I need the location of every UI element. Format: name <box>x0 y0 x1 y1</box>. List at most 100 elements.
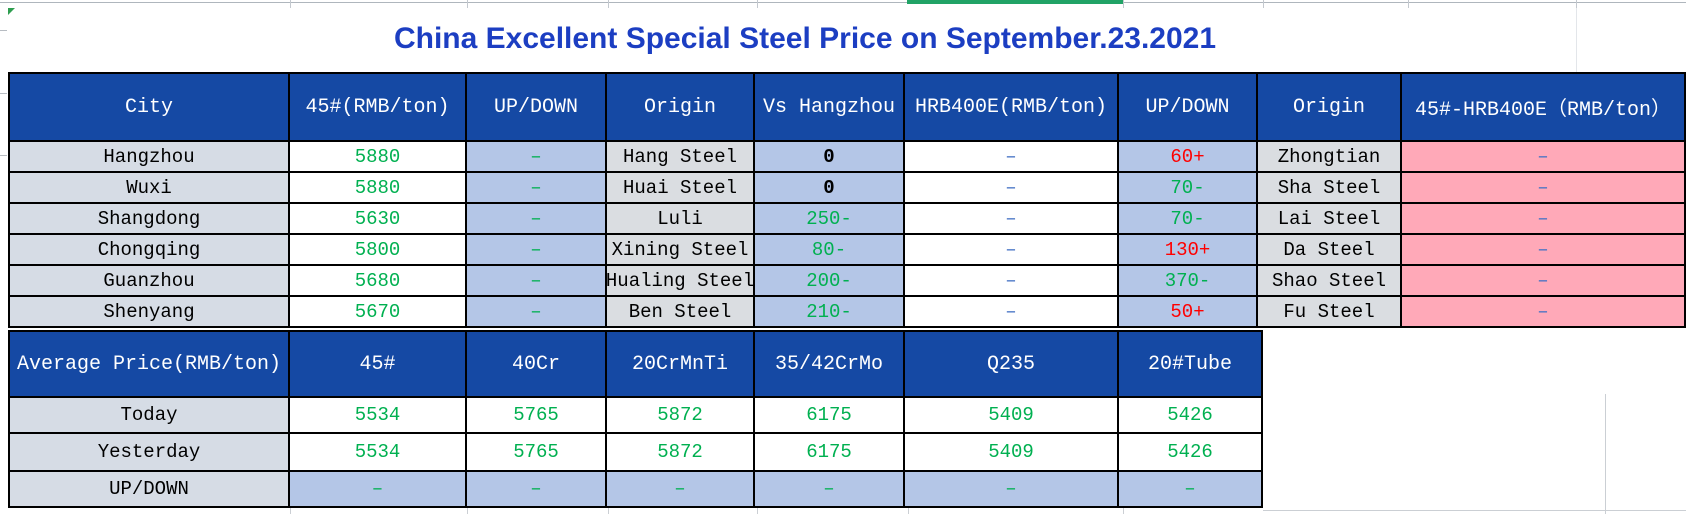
cell-origin[interactable]: Huai Steel <box>607 173 753 202</box>
cell-origin-hrb[interactable]: Zhongtian <box>1258 142 1400 171</box>
column-gridline-stub <box>1576 0 1577 8</box>
cell-45-minus-hrb400e[interactable]: – <box>1402 173 1684 202</box>
cell-avg-value[interactable]: 5534 <box>290 434 465 470</box>
cell-avg-value[interactable]: 5872 <box>607 398 753 432</box>
cell-city[interactable]: Wuxi <box>10 173 288 202</box>
cell-vs-hangzhou[interactable]: 0 <box>755 142 903 171</box>
cell-origin[interactable]: Xining Steel <box>607 235 753 264</box>
cell-origin-hrb[interactable]: Shao Steel <box>1258 266 1400 295</box>
cell-avg-value[interactable]: 5534 <box>290 398 465 432</box>
row-label-updown[interactable]: UP/DOWN <box>10 472 288 506</box>
header-city[interactable]: City <box>10 74 288 140</box>
header-hrb400e-price[interactable]: HRB400E(RMB/ton) <box>905 74 1117 140</box>
cell-45-price[interactable]: 5680 <box>290 266 465 295</box>
header-grade-45[interactable]: 45# <box>290 332 465 396</box>
cell-avg-value[interactable]: 5765 <box>467 434 605 470</box>
cell-avg-value[interactable]: 5765 <box>467 398 605 432</box>
cell-updown[interactable]: – <box>467 235 605 264</box>
cell-origin-hrb[interactable]: Fu Steel <box>1258 297 1400 326</box>
header-vs-hangzhou[interactable]: Vs Hangzhou <box>755 74 903 140</box>
cell-avg-updown[interactable]: – <box>905 472 1117 506</box>
header-average-price[interactable]: Average Price(RMB/ton) <box>10 332 288 396</box>
cell-updown-hrb[interactable]: 50+ <box>1119 297 1256 326</box>
cell-hrb400e-price[interactable]: – <box>905 204 1117 233</box>
cell-updown[interactable]: – <box>467 173 605 202</box>
row-label-yesterday[interactable]: Yesterday <box>10 434 288 470</box>
cell-45-price[interactable]: 5880 <box>290 173 465 202</box>
cell-city[interactable]: Guanzhou <box>10 266 288 295</box>
cell-vs-hangzhou[interactable]: 0 <box>755 173 903 202</box>
row-label-today[interactable]: Today <box>10 398 288 432</box>
header-updown-hrb[interactable]: UP/DOWN <box>1119 74 1256 140</box>
header-grade-40cr[interactable]: 40Cr <box>467 332 605 396</box>
cell-avg-updown[interactable]: – <box>1119 472 1261 506</box>
cell-vs-hangzhou[interactable]: 210- <box>755 297 903 326</box>
steel-price-table: City 45#(RMB/ton) UP/DOWN Origin Vs Hang… <box>8 72 1686 328</box>
cell-avg-value[interactable]: 5409 <box>905 434 1117 470</box>
cell-city[interactable]: Shenyang <box>10 297 288 326</box>
cell-avg-value[interactable]: 6175 <box>755 398 903 432</box>
cell-45-minus-hrb400e[interactable]: – <box>1402 142 1684 171</box>
cell-origin[interactable]: Hualing Steel <box>606 266 754 295</box>
cell-45-price[interactable]: 5800 <box>290 235 465 264</box>
cell-updown-hrb[interactable]: 370- <box>1119 266 1256 295</box>
top-gridline <box>0 2 1686 3</box>
cell-45-minus-hrb400e[interactable]: – <box>1402 235 1684 264</box>
cell-avg-updown[interactable]: – <box>290 472 465 506</box>
header-origin-hrb[interactable]: Origin <box>1258 74 1400 140</box>
cell-hrb400e-price[interactable]: – <box>905 173 1117 202</box>
cell-origin[interactable]: Hang Steel <box>607 142 753 171</box>
column-gridline-stub <box>1123 0 1124 8</box>
cell-origin-hrb[interactable]: Lai Steel <box>1258 204 1400 233</box>
header-grade-20crmnti[interactable]: 20CrMnTi <box>607 332 753 396</box>
cell-origin[interactable]: Luli <box>607 204 753 233</box>
header-45-minus-hrb400e[interactable]: 45#-HRB400E（RMB/ton） <box>1402 74 1684 140</box>
cell-avg-value[interactable]: 5872 <box>607 434 753 470</box>
cell-vs-hangzhou[interactable]: 250- <box>755 204 903 233</box>
header-updown[interactable]: UP/DOWN <box>467 74 605 140</box>
cell-avg-updown[interactable]: – <box>467 472 605 506</box>
cell-45-price[interactable]: 5630 <box>290 204 465 233</box>
cell-origin[interactable]: Ben Steel <box>607 297 753 326</box>
cell-avg-value[interactable]: 6175 <box>755 434 903 470</box>
cell-hrb400e-price[interactable]: – <box>905 235 1117 264</box>
cell-updown[interactable]: – <box>467 266 605 295</box>
cell-origin-hrb[interactable]: Sha Steel <box>1258 173 1400 202</box>
cell-updown-hrb[interactable]: 130+ <box>1119 235 1256 264</box>
cell-city[interactable]: Hangzhou <box>10 142 288 171</box>
header-grade-20tube[interactable]: 20#Tube <box>1119 332 1261 396</box>
cell-updown[interactable]: – <box>467 142 605 171</box>
header-45-price[interactable]: 45#(RMB/ton) <box>290 74 465 140</box>
header-grade-3542crmo[interactable]: 35/42CrMo <box>755 332 903 396</box>
cell-flag-triangle-icon <box>8 8 15 15</box>
cell-updown[interactable]: – <box>467 297 605 326</box>
cell-avg-updown[interactable]: – <box>607 472 753 506</box>
gridline <box>290 508 291 514</box>
cell-45-price[interactable]: 5880 <box>290 142 465 171</box>
cell-updown-hrb[interactable]: 70- <box>1119 173 1256 202</box>
cell-city[interactable]: Shangdong <box>10 204 288 233</box>
cell-hrb400e-price[interactable]: – <box>905 142 1117 171</box>
cell-45-price[interactable]: 5670 <box>290 297 465 326</box>
gridline <box>467 508 468 514</box>
cell-avg-value[interactable]: 5409 <box>905 398 1117 432</box>
cell-vs-hangzhou[interactable]: 200- <box>755 266 903 295</box>
cell-hrb400e-price[interactable]: – <box>905 297 1117 326</box>
cell-vs-hangzhou[interactable]: 80- <box>755 235 903 264</box>
cell-45-minus-hrb400e[interactable]: – <box>1402 266 1684 295</box>
cell-45-minus-hrb400e[interactable]: – <box>1402 204 1684 233</box>
cell-updown-hrb[interactable]: 60+ <box>1119 142 1256 171</box>
cell-45-minus-hrb400e[interactable]: – <box>1402 297 1684 326</box>
cell-city[interactable]: Chongqing <box>10 235 288 264</box>
header-origin[interactable]: Origin <box>607 74 753 140</box>
cell-origin-hrb[interactable]: Da Steel <box>1258 235 1400 264</box>
header-grade-q235[interactable]: Q235 <box>905 332 1117 396</box>
cell-hrb400e-price[interactable]: – <box>905 266 1117 295</box>
cell-updown-hrb[interactable]: 70- <box>1119 204 1256 233</box>
column-gridline-stub <box>757 0 758 8</box>
cell-avg-updown[interactable]: – <box>755 472 903 506</box>
cell-updown[interactable]: – <box>467 204 605 233</box>
cell-avg-value[interactable]: 5426 <box>1119 398 1261 432</box>
cell-avg-value[interactable]: 5426 <box>1119 434 1261 470</box>
